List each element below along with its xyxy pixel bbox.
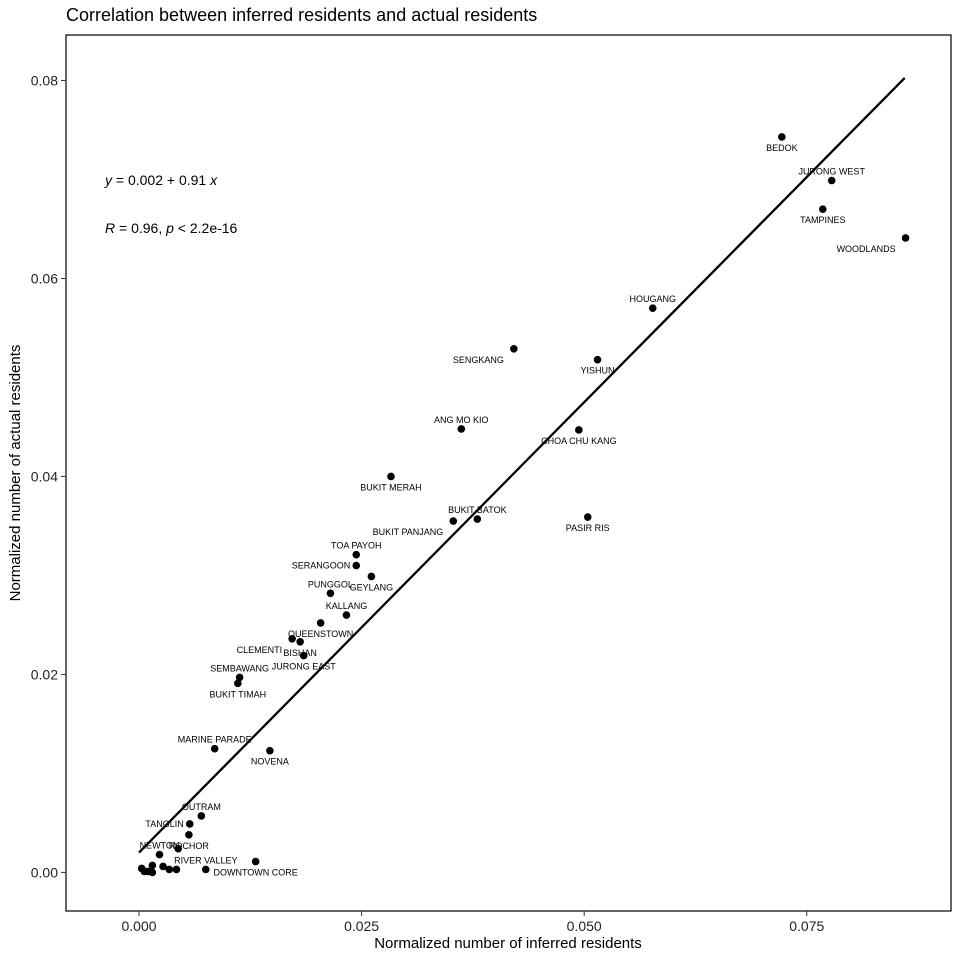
point-label: RIVER VALLEY [174, 855, 237, 865]
regression-line [138, 77, 906, 854]
point-label: QUEENSTOWN [288, 629, 353, 639]
eq-y-symbol: y [104, 172, 113, 188]
data-point [316, 619, 325, 627]
y-axis-title: Normalized number of actual residents [7, 345, 24, 602]
point-label: JURONG WEST [798, 167, 865, 177]
x-tick-label: 0.000 [121, 918, 156, 934]
data-point [165, 865, 174, 874]
data-point [251, 857, 260, 866]
data-point [818, 205, 827, 214]
point-label: WOODLANDS [837, 244, 896, 254]
point-label: PUNGGOL [308, 579, 353, 589]
chart-title: Correlation between inferred residents a… [66, 5, 538, 25]
stat-r-symbol: R [105, 220, 115, 236]
stat-r-value: = 0.96, [115, 220, 166, 236]
data-point [510, 344, 518, 353]
data-point [473, 515, 482, 523]
point-label: DOWNTOWN CORE [213, 868, 297, 878]
correlation-stats: R = 0.96, p < 2.2e-16 [105, 220, 238, 236]
point-labels-layer: BEDOK JURONG WEST TAMPINES WOODLANDS HOUGANG… [140, 143, 896, 878]
data-point [266, 746, 274, 755]
y-tick-label: 0.08 [31, 73, 58, 89]
data-point [593, 355, 602, 364]
data-point [210, 744, 219, 753]
point-label: NEWTON [140, 841, 180, 851]
data-point [201, 865, 210, 874]
data-point [174, 844, 182, 853]
point-label: TOA PAYOH [331, 541, 382, 551]
y-tick-label: 0.04 [31, 468, 58, 484]
point-label: HOUGANG [629, 294, 676, 304]
y-tick-label: 0.06 [31, 270, 58, 286]
point-label: BUKIT TIMAH [209, 689, 266, 699]
point-label: ROCHOR [169, 841, 209, 851]
x-axis-title: Normalized number of inferred residents [374, 935, 642, 952]
point-label: OUTRAM [182, 802, 221, 812]
point-label: MARINE PARADE [178, 735, 252, 745]
data-point [778, 133, 786, 141]
point-label: ANG MO KIO [434, 415, 489, 425]
data-point [387, 472, 395, 481]
data-point [234, 679, 242, 688]
y-tick-label: 0.00 [31, 864, 58, 880]
data-point [575, 426, 583, 434]
point-label: BISHAN [283, 648, 317, 658]
data-point [352, 550, 361, 559]
point-label: GEYLANG [350, 582, 394, 592]
data-point [296, 637, 304, 646]
point-label: BUKIT PANJANG [373, 527, 444, 537]
point-label: NOVENA [251, 757, 289, 767]
data-point [299, 651, 308, 660]
point-label: BUKIT BATOK [448, 505, 507, 515]
x-axis: 0.000 0.025 0.050 0.075 [121, 911, 824, 934]
data-point [352, 561, 361, 570]
data-point [148, 868, 157, 877]
point-label: CHOA CHU KANG [541, 436, 617, 446]
point-label: SERANGOON [292, 561, 351, 571]
point-label: BUKIT MERAH [360, 482, 421, 492]
data-point [901, 234, 910, 242]
data-point [235, 673, 244, 682]
regression-equation: y = 0.002 + 0.91 x [104, 172, 218, 188]
point-label: KALLANG [326, 601, 368, 611]
data-point [288, 634, 296, 643]
point-label: JURONG EAST [272, 662, 337, 672]
point-label: SEMBAWANG [210, 663, 269, 673]
data-point [197, 812, 206, 820]
point-label: TANGLIN [145, 819, 183, 829]
point-label: YISHUN [581, 366, 615, 376]
point-label: SENGKANG [453, 355, 504, 365]
data-point [155, 850, 164, 859]
x-tick-label: 0.075 [789, 918, 824, 934]
data-point [159, 862, 167, 871]
data-point [648, 304, 657, 312]
stat-p-symbol: p [165, 220, 174, 236]
data-point [367, 572, 376, 581]
data-point [457, 425, 466, 433]
regression-layer [138, 77, 906, 854]
data-point [185, 830, 193, 839]
point-label: TAMPINES [800, 215, 845, 225]
data-point [148, 861, 157, 870]
stat-p-value: < 2.2e-16 [174, 220, 238, 236]
y-axis: 0.00 0.02 0.04 0.06 0.08 [31, 73, 66, 880]
eq-body: = 0.002 + 0.91 [112, 172, 210, 188]
point-label: BEDOK [766, 143, 798, 153]
data-point [342, 611, 351, 619]
data-point [172, 865, 181, 874]
data-point [583, 513, 592, 521]
data-point [326, 589, 335, 598]
points-layer [137, 133, 910, 877]
data-point [827, 176, 836, 185]
point-label: PASIR RIS [566, 523, 610, 533]
x-tick-label: 0.050 [567, 918, 602, 934]
data-point [449, 517, 458, 525]
point-label: CLEMENTI [237, 645, 283, 655]
eq-x-symbol: x [209, 172, 218, 188]
x-tick-label: 0.025 [344, 918, 379, 934]
y-tick-label: 0.02 [31, 666, 58, 682]
data-point [185, 820, 194, 828]
